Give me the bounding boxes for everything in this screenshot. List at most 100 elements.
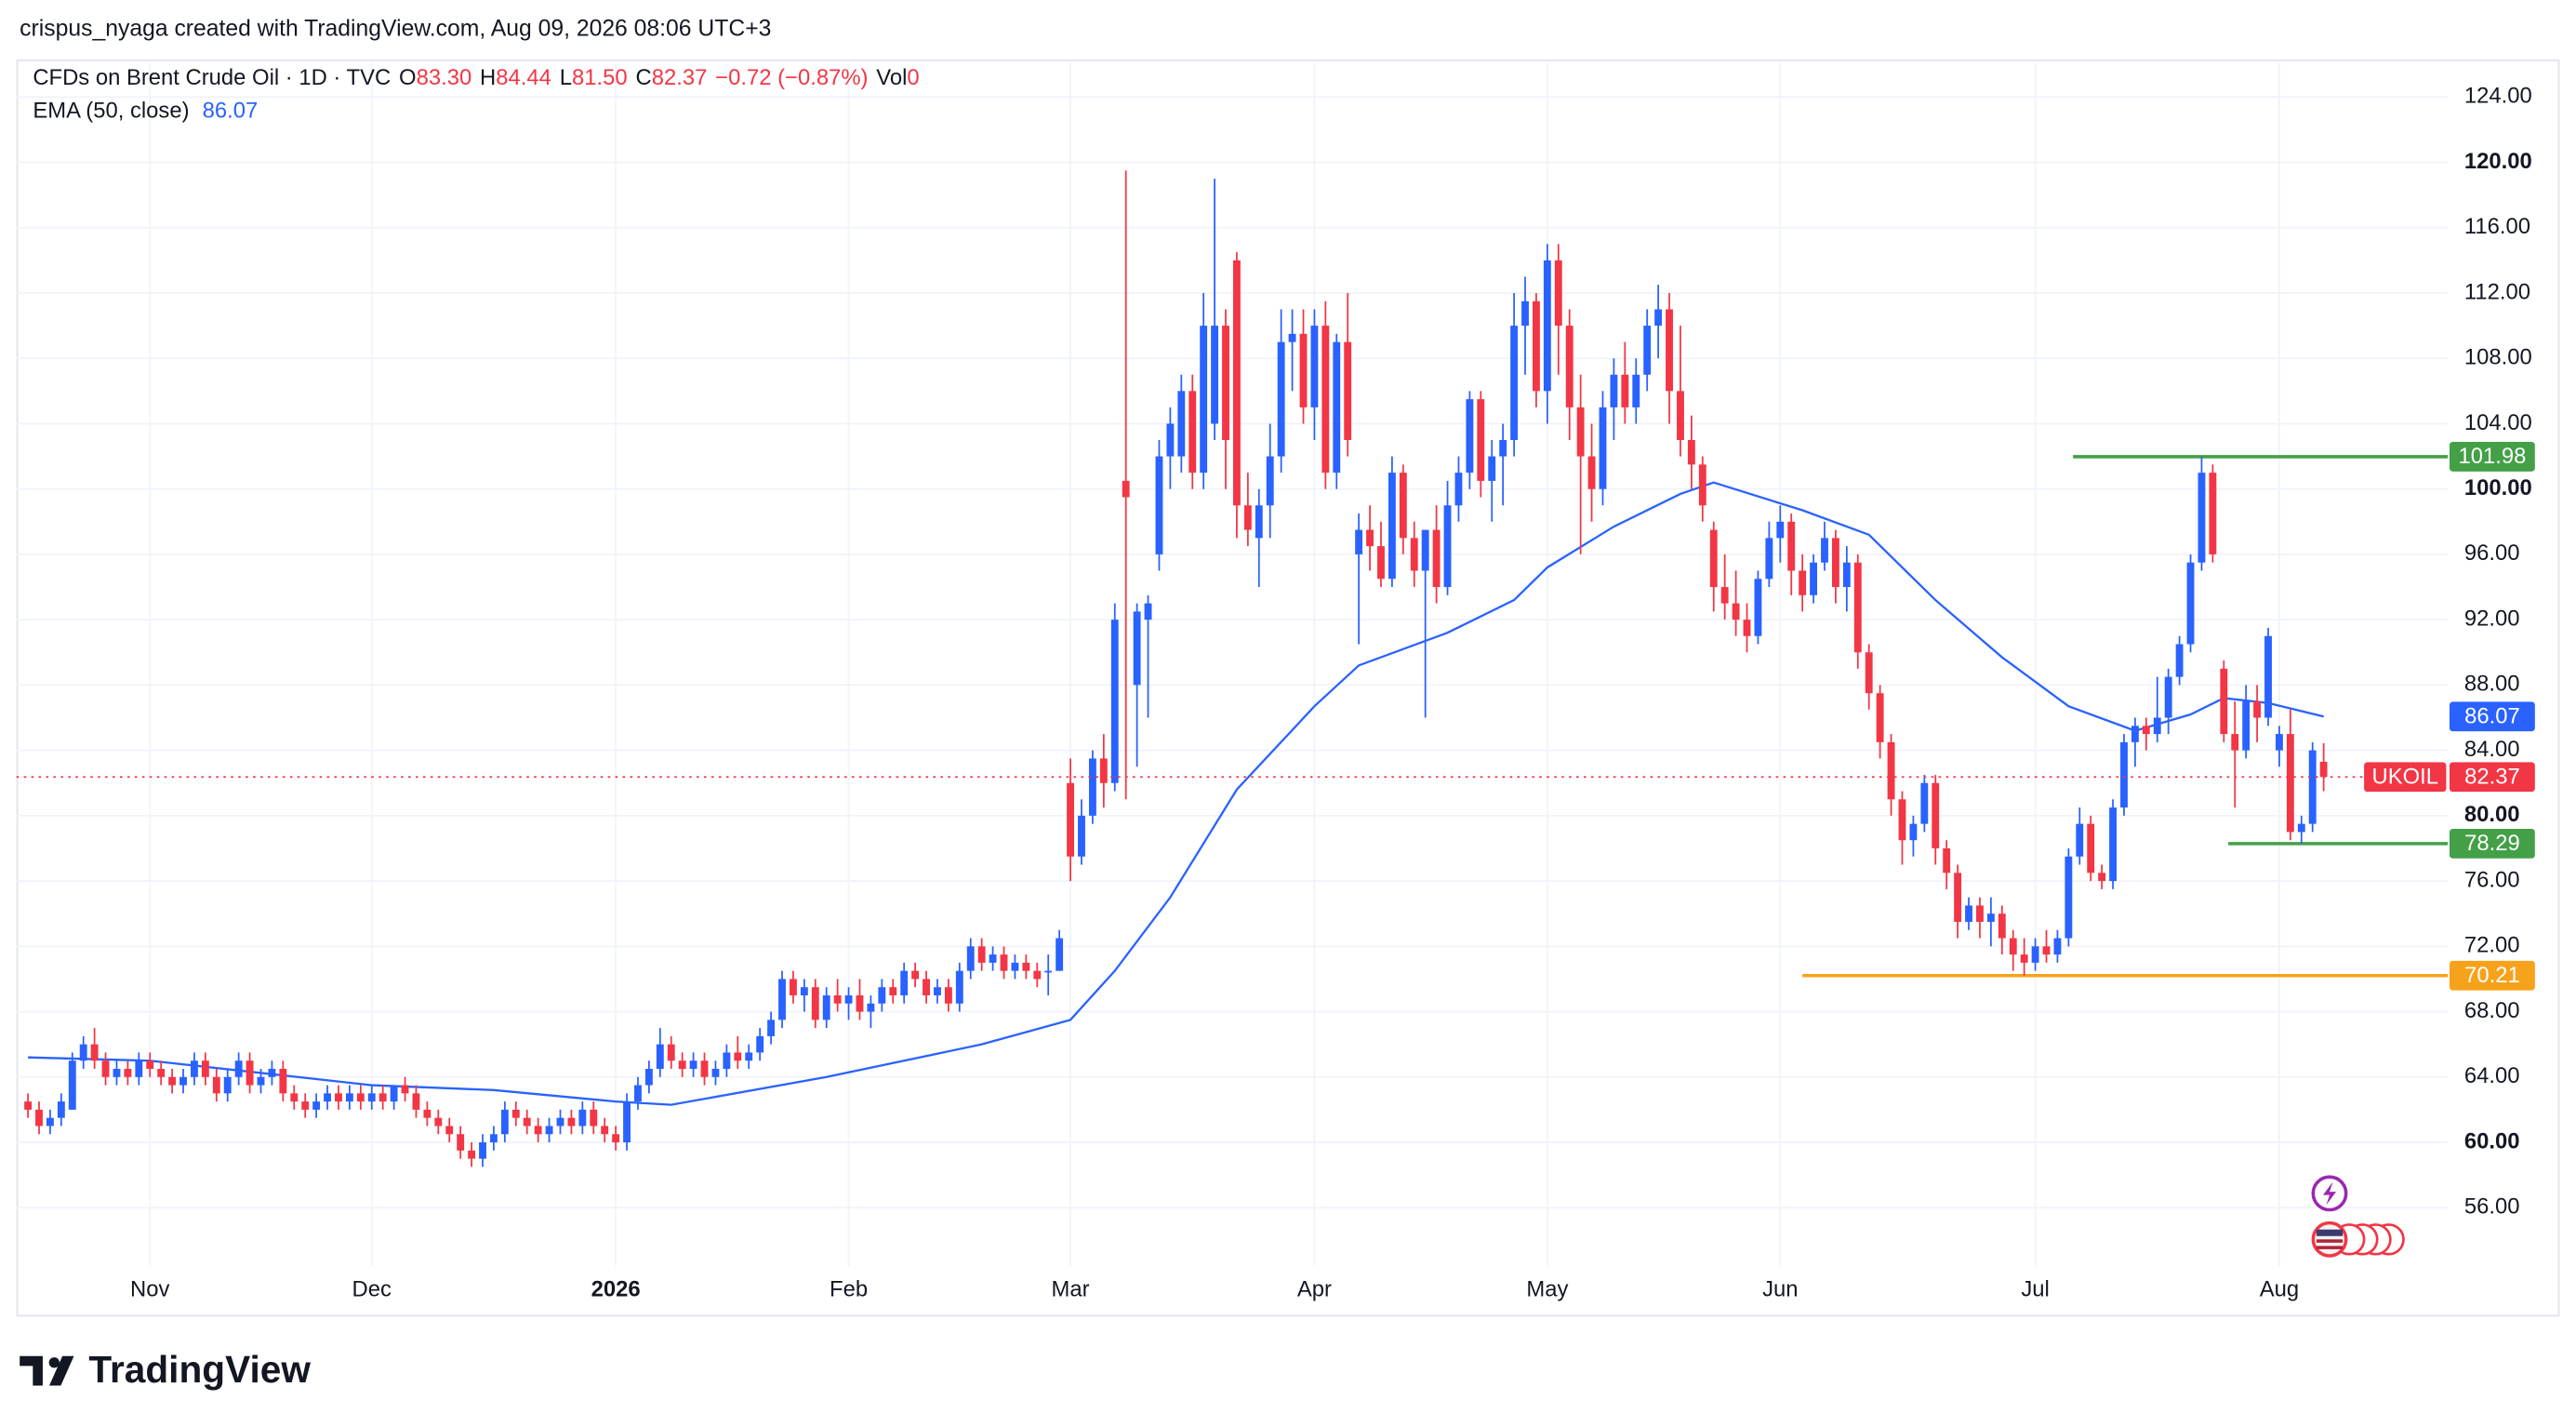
legend-value: 81.50 bbox=[572, 65, 628, 90]
x-tick-label: 2026 bbox=[591, 1276, 641, 1301]
candle-body bbox=[2020, 954, 2028, 963]
candle-body bbox=[1943, 847, 1951, 874]
footer-logo-text: TradingView bbox=[88, 1348, 311, 1391]
candle-body bbox=[2253, 700, 2262, 718]
candle-body bbox=[1853, 562, 1862, 653]
candle-body bbox=[1078, 815, 1085, 857]
candle-body bbox=[966, 946, 975, 971]
x-tick-label: Dec bbox=[352, 1276, 392, 1301]
y-tick-label: 76.00 bbox=[2464, 867, 2520, 892]
candle-body bbox=[367, 1093, 376, 1102]
candle-body bbox=[1610, 374, 1618, 407]
candle-body bbox=[2308, 750, 2317, 824]
candle-body bbox=[223, 1076, 232, 1094]
candle-body bbox=[2031, 946, 2039, 963]
ema-line bbox=[28, 481, 2324, 1106]
last-price-tag: 82.37 bbox=[2464, 764, 2520, 789]
candle-body bbox=[1211, 326, 1219, 424]
price-line-tag: 70.21 bbox=[2464, 963, 2520, 988]
candle-body bbox=[1056, 938, 1064, 971]
candle-body bbox=[279, 1068, 287, 1094]
candle-body bbox=[168, 1076, 177, 1086]
candle-body bbox=[1986, 914, 1995, 922]
candle-body bbox=[623, 1101, 631, 1143]
legend-ema: EMA (50, close) 86.07 bbox=[33, 99, 258, 124]
candle-body bbox=[457, 1134, 465, 1151]
candle-body bbox=[378, 1093, 387, 1102]
candle-body bbox=[1621, 374, 1629, 407]
candle-body bbox=[1288, 333, 1296, 342]
candle-body bbox=[1754, 579, 1762, 636]
candle-body bbox=[700, 1060, 709, 1077]
candle-body bbox=[1565, 326, 1573, 407]
candle-body bbox=[1488, 456, 1496, 481]
candle-body bbox=[1709, 529, 1718, 588]
candle-body bbox=[412, 1093, 420, 1110]
candle-body bbox=[2242, 700, 2251, 751]
candle-body bbox=[745, 1052, 753, 1061]
price-line-tag: 101.98 bbox=[2458, 444, 2526, 469]
candle-body bbox=[567, 1117, 576, 1127]
y-tick-label: 68.00 bbox=[2464, 998, 2520, 1023]
candle-body bbox=[1898, 799, 1906, 841]
candle-body bbox=[1932, 782, 1940, 848]
candle-body bbox=[345, 1093, 353, 1102]
candle-body bbox=[955, 970, 963, 1004]
candle-body bbox=[811, 987, 819, 1020]
candle-body bbox=[734, 1052, 742, 1061]
candle-body bbox=[590, 1109, 598, 1127]
candle-body bbox=[723, 1052, 731, 1069]
candle-body bbox=[201, 1060, 209, 1077]
x-tick-label: May bbox=[1526, 1276, 1568, 1301]
y-tick-label: 96.00 bbox=[2464, 540, 2520, 566]
candle-body bbox=[1155, 456, 1163, 554]
last-price-tag-box bbox=[2449, 762, 2535, 793]
candle-body bbox=[556, 1117, 564, 1127]
candle-body bbox=[1865, 652, 1873, 694]
candle-body bbox=[601, 1126, 609, 1135]
candle-body bbox=[856, 994, 864, 1012]
candle-body bbox=[35, 1109, 43, 1127]
candle-body bbox=[2076, 823, 2084, 857]
y-tick-label: 116.00 bbox=[2464, 214, 2530, 239]
legend-label: L bbox=[560, 65, 572, 90]
candle-body bbox=[445, 1126, 454, 1135]
y-tick-label: 92.00 bbox=[2464, 606, 2520, 631]
candle-body bbox=[2264, 635, 2272, 718]
candle-body bbox=[1321, 326, 1330, 473]
candle-body bbox=[1743, 620, 1751, 636]
candle-body bbox=[911, 970, 920, 980]
candle-body bbox=[900, 970, 909, 995]
candle-body bbox=[68, 1060, 76, 1110]
candle-body bbox=[1044, 970, 1053, 973]
candle-body bbox=[2042, 946, 2051, 955]
candle-body bbox=[2286, 734, 2294, 833]
candle-body bbox=[1976, 905, 1984, 922]
candle-body bbox=[490, 1134, 498, 1143]
candle-body bbox=[1687, 440, 1695, 465]
candle-body bbox=[246, 1060, 254, 1086]
candle-body bbox=[135, 1060, 143, 1077]
candle-body bbox=[844, 994, 853, 1004]
candle-body bbox=[1632, 374, 1640, 407]
candle-body bbox=[678, 1060, 686, 1069]
candle-body bbox=[989, 954, 997, 963]
candle-body bbox=[1255, 505, 1263, 539]
candle-body bbox=[1799, 570, 1807, 595]
candle-body bbox=[534, 1126, 542, 1135]
tradingview-logo: TradingView bbox=[20, 1348, 311, 1391]
candle-body bbox=[2120, 741, 2128, 808]
candle-body bbox=[1099, 758, 1108, 783]
candle-body bbox=[434, 1117, 443, 1127]
x-tick-label: Mar bbox=[1052, 1276, 1090, 1301]
price-line-tag: 78.29 bbox=[2464, 831, 2520, 856]
y-tick-label: 100.00 bbox=[2464, 475, 2532, 500]
candle-body bbox=[1144, 603, 1152, 620]
candle-body bbox=[511, 1109, 520, 1118]
candle-body bbox=[390, 1085, 398, 1102]
legend-label: Vol bbox=[876, 65, 907, 90]
legend-ema-value: 86.07 bbox=[203, 99, 259, 124]
candle-body bbox=[1543, 260, 1551, 392]
candle-body bbox=[1088, 758, 1096, 816]
